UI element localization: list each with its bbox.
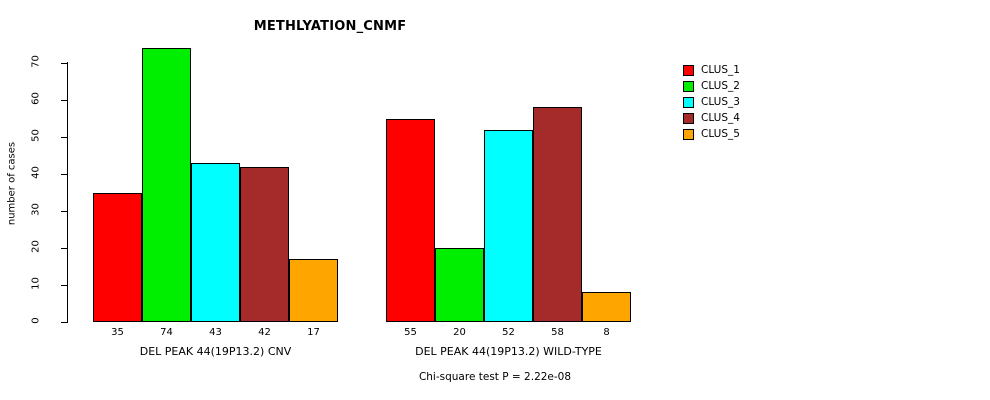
bar (240, 166, 289, 322)
legend-label: CLUS_3 (701, 95, 740, 108)
y-axis-line (67, 62, 68, 323)
legend-label: CLUS_5 (701, 127, 740, 140)
legend-swatch-icon (683, 96, 694, 108)
bar (582, 292, 631, 322)
legend-item: CLUS_4 (683, 110, 740, 126)
y-tick-mark (61, 285, 68, 286)
legend: CLUS_1 CLUS_2 CLUS_3 CLUS_4 CLUS_5 (683, 62, 740, 142)
y-tick-mark (61, 174, 68, 175)
bar-value-label: 42 (258, 327, 271, 338)
chart-title: METHLYATION_CNMF (253, 19, 407, 34)
bar (484, 129, 533, 322)
chi-square-annotation: Chi-square test P = 2.22e-08 (418, 371, 572, 383)
legend-item: CLUS_5 (683, 126, 740, 142)
bar (435, 248, 484, 322)
legend-item: CLUS_1 (683, 62, 740, 78)
y-tick-mark (61, 211, 68, 212)
bar (533, 107, 582, 322)
bar (93, 192, 142, 322)
legend-swatch-icon (683, 80, 694, 92)
bar (191, 162, 240, 322)
bar-value-label: 20 (453, 327, 466, 338)
bar (386, 118, 435, 322)
group-axis-label: DEL PEAK 44(19P13.2) WILD-TYPE (415, 345, 602, 358)
bar-value-label: 35 (111, 327, 124, 338)
bar-value-label: 52 (502, 327, 515, 338)
bar (289, 259, 338, 322)
legend-swatch-icon (683, 128, 694, 140)
legend-swatch-icon (683, 112, 694, 124)
legend-label: CLUS_2 (701, 79, 740, 92)
bar (142, 48, 191, 322)
bar-value-label: 74 (160, 327, 173, 338)
bar-value-label: 55 (404, 327, 417, 338)
bar-value-label: 17 (307, 327, 320, 338)
legend-item: CLUS_2 (683, 78, 740, 94)
y-tick-mark (61, 100, 68, 101)
legend-label: CLUS_4 (701, 111, 740, 124)
y-tick-mark (61, 63, 68, 64)
bar-value-label: 58 (551, 327, 564, 338)
y-tick-mark (61, 137, 68, 138)
legend-swatch-icon (683, 64, 694, 76)
legend-label: CLUS_1 (701, 63, 740, 76)
legend-item: CLUS_3 (683, 94, 740, 110)
bar-value-label: 43 (209, 327, 222, 338)
y-tick-mark (61, 322, 68, 323)
bar-value-label: 8 (603, 327, 610, 338)
group-axis-label: DEL PEAK 44(19P13.2) CNV (139, 345, 292, 358)
y-tick-mark (61, 248, 68, 249)
